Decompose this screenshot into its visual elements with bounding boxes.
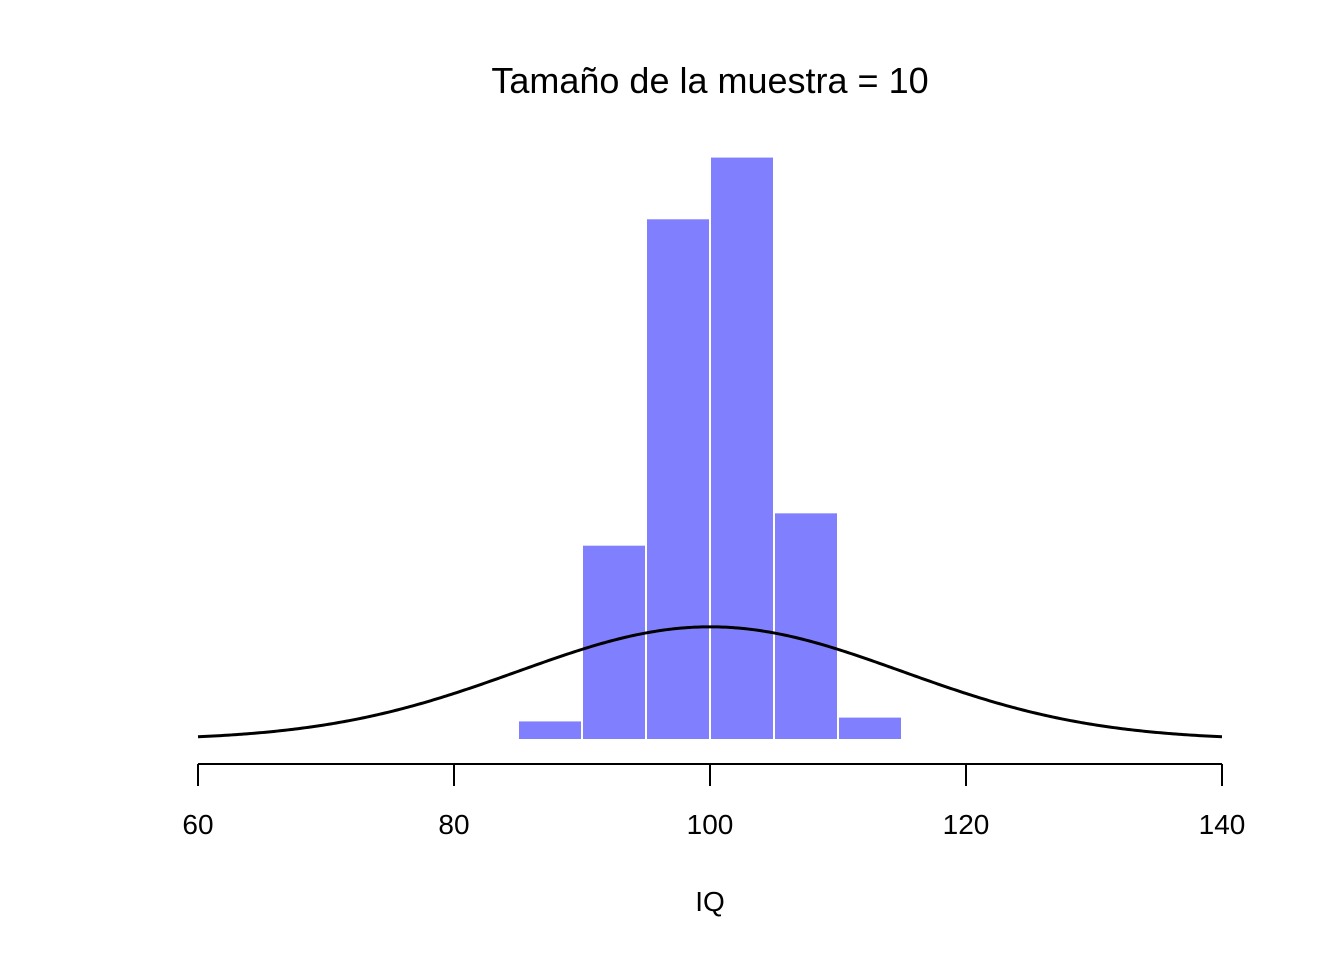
normal-curve xyxy=(197,625,1223,739)
histogram-bar-2 xyxy=(581,543,647,741)
histogram-bar-6 xyxy=(837,715,903,742)
histogram-bar-3 xyxy=(645,217,711,742)
x-tick-label-140: 140 xyxy=(1199,809,1246,840)
histogram-bar-5 xyxy=(773,511,839,741)
x-axis: 60 80 100 120 140 xyxy=(182,763,1246,840)
x-tick-label-100: 100 xyxy=(687,809,734,840)
histogram-bar-0 xyxy=(453,738,519,742)
x-tick-label-80: 80 xyxy=(438,809,469,840)
x-axis-label: IQ xyxy=(695,886,725,917)
histogram-bar-1 xyxy=(517,719,583,741)
histogram-bar-4 xyxy=(709,155,775,741)
x-tick-label-60: 60 xyxy=(182,809,213,840)
chart-title: Tamaño de la muestra = 10 xyxy=(491,60,928,101)
histogram-bars xyxy=(453,155,903,742)
x-tick-label-120: 120 xyxy=(943,809,990,840)
